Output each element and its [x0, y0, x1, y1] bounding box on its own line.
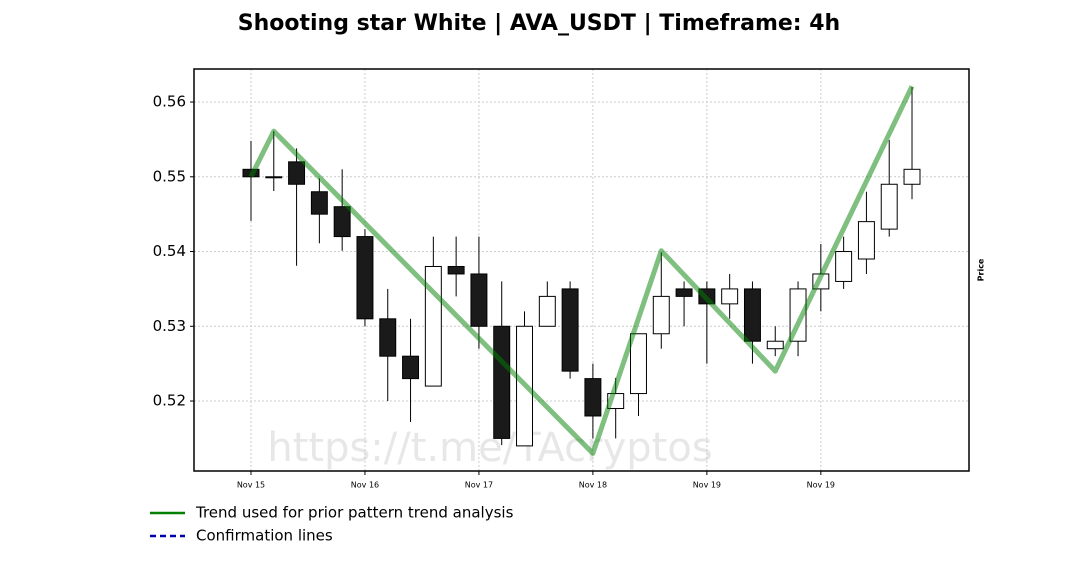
plot-frame: [193, 68, 970, 472]
candle-body: [630, 333, 647, 395]
candle-body: [288, 161, 306, 185]
candle-body: [857, 221, 875, 260]
candle-body: [447, 265, 465, 275]
candle-body: [721, 288, 739, 305]
candle-body: [538, 295, 556, 327]
candle-body: [310, 191, 328, 215]
x-tick-label: Nov 18: [579, 481, 607, 490]
candle-body: [903, 168, 921, 185]
candle-body: [584, 378, 602, 417]
candle-body: [333, 206, 351, 238]
legend-label: Trend used for prior pattern trend analy…: [195, 504, 514, 522]
legend-label: Confirmation lines: [196, 527, 333, 545]
chart-title: Shooting star White | AVA_USDT | Timefra…: [238, 11, 840, 36]
candle-body: [835, 251, 853, 282]
x-tick-label: Nov 15: [237, 481, 265, 490]
candle-body: [561, 288, 579, 372]
watermark: https://t.me/TAcryptos: [267, 425, 712, 471]
candle-body: [675, 288, 693, 297]
x-tick-label: Nov 16: [351, 481, 379, 490]
candle-body: [880, 183, 898, 230]
candle-body: [493, 325, 511, 439]
candle-body: [652, 295, 670, 335]
x-tick-label: Nov 19: [693, 481, 721, 490]
y-tick-label: 0.54: [153, 242, 186, 260]
candle-body: [470, 273, 488, 327]
y-tick-label: 0.53: [153, 317, 186, 335]
candle-body: [356, 236, 374, 320]
candle-body: [766, 340, 784, 350]
candle-body: [379, 318, 397, 357]
x-tick-label: Nov 17: [465, 481, 493, 490]
candle-body: [265, 176, 283, 179]
y-tick-label: 0.52: [153, 392, 186, 410]
y-axis-label: Price: [977, 258, 986, 281]
candle-body: [743, 288, 761, 342]
y-tick-label: 0.56: [153, 93, 186, 111]
x-tick-label: Nov 19: [807, 481, 835, 490]
candle-body: [402, 355, 420, 380]
y-tick-label: 0.55: [153, 167, 186, 185]
trend-line: [248, 85, 915, 456]
